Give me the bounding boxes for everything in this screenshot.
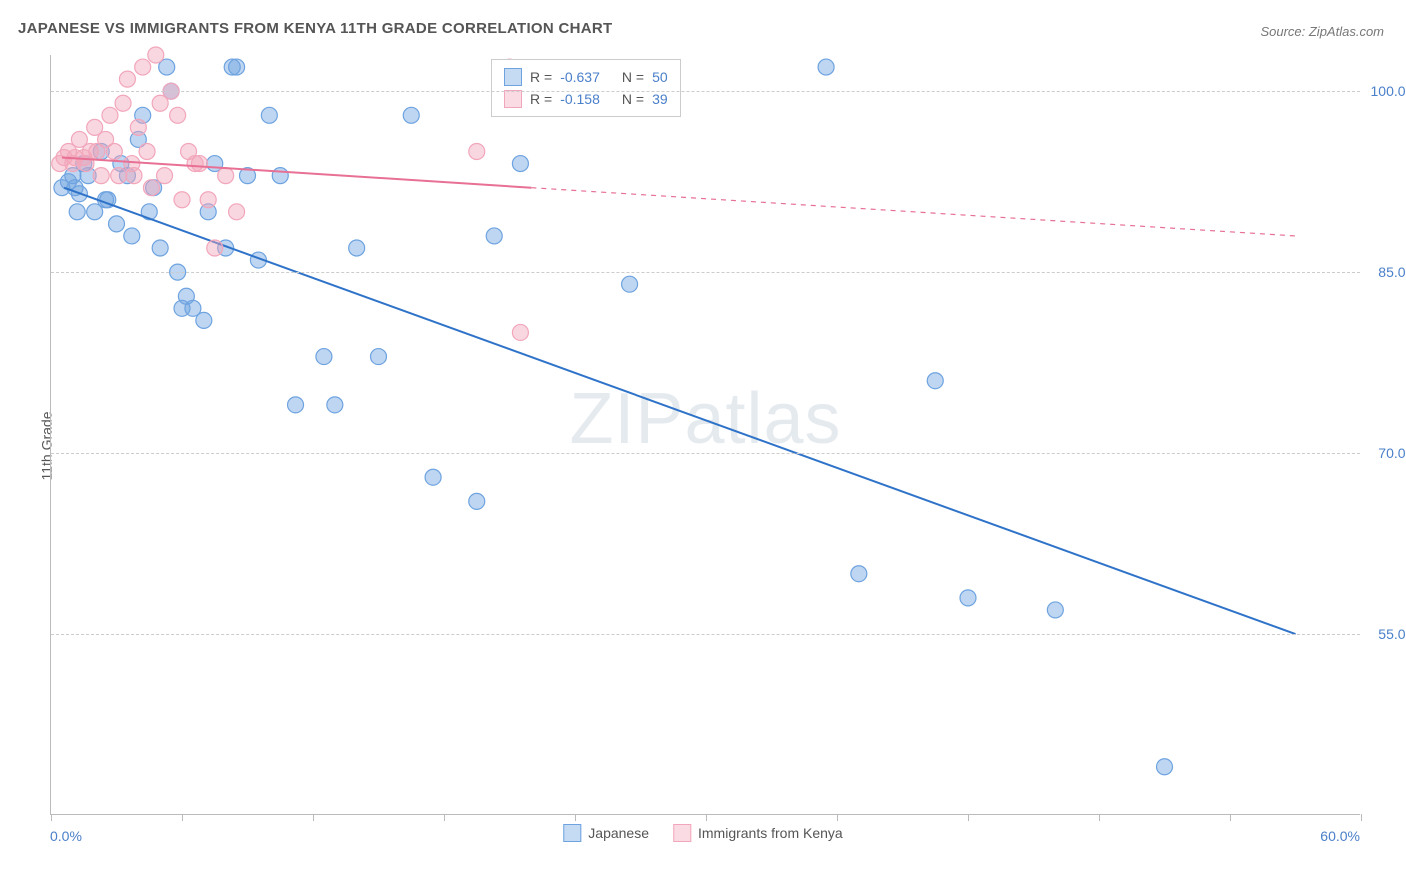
data-point: [93, 168, 109, 184]
data-point: [851, 566, 867, 582]
gridline: [51, 91, 1360, 92]
gridline: [51, 272, 1360, 273]
data-point: [622, 276, 638, 292]
x-tick: [313, 814, 314, 821]
legend-bottom: Japanese Immigrants from Kenya: [563, 824, 842, 842]
x-tick: [706, 814, 707, 821]
data-point: [229, 204, 245, 220]
legend-label: Immigrants from Kenya: [698, 825, 843, 841]
trend-line: [64, 188, 1295, 634]
x-tick: [182, 814, 183, 821]
x-tick: [968, 814, 969, 821]
data-point: [316, 349, 332, 365]
data-point: [135, 59, 151, 75]
legend-swatch: [673, 824, 691, 842]
data-point: [130, 119, 146, 135]
gridline: [51, 453, 1360, 454]
legend-swatch: [504, 90, 522, 108]
x-tick: [575, 814, 576, 821]
data-point: [288, 397, 304, 413]
legend-item: Immigrants from Kenya: [673, 824, 843, 842]
data-point: [157, 168, 173, 184]
data-point: [218, 168, 234, 184]
legend-n-label: N =: [622, 66, 644, 88]
data-point: [119, 71, 135, 87]
chart-title: JAPANESE VS IMMIGRANTS FROM KENYA 11TH G…: [18, 20, 612, 37]
data-point: [512, 156, 528, 172]
y-tick-label: 55.0%: [1378, 626, 1406, 642]
data-point: [486, 228, 502, 244]
data-point: [818, 59, 834, 75]
data-point: [102, 107, 118, 123]
y-tick-label: 70.0%: [1378, 445, 1406, 461]
data-point: [207, 240, 223, 256]
data-point: [115, 95, 131, 111]
x-tick: [51, 814, 52, 821]
y-tick-label: 100.0%: [1371, 83, 1406, 99]
data-point: [349, 240, 365, 256]
data-point: [425, 469, 441, 485]
legend-item: Japanese: [563, 824, 649, 842]
data-point: [261, 107, 277, 123]
data-point: [927, 373, 943, 389]
y-tick-label: 85.0%: [1378, 264, 1406, 280]
data-point: [469, 493, 485, 509]
data-point: [148, 47, 164, 63]
legend-n-value: 50: [652, 66, 668, 88]
x-tick: [1230, 814, 1231, 821]
data-point: [1157, 759, 1173, 775]
gridline: [51, 634, 1360, 635]
data-point: [327, 397, 343, 413]
plot-area: ZIPatlas R = -0.637N = 50R = -0.158N = 3…: [50, 55, 1360, 815]
x-tick: [1099, 814, 1100, 821]
legend-stat-row: R = -0.637 N = 50: [504, 66, 668, 88]
data-point: [272, 168, 288, 184]
legend-stats: R = -0.637N = 50R = -0.158N = 39: [491, 59, 681, 117]
x-tick: [837, 814, 838, 821]
data-point: [960, 590, 976, 606]
legend-r-label: R =: [530, 66, 552, 88]
x-min-label: 0.0%: [50, 828, 82, 844]
data-point: [371, 349, 387, 365]
data-point: [1047, 602, 1063, 618]
data-point: [143, 180, 159, 196]
legend-swatch: [504, 68, 522, 86]
x-tick: [444, 814, 445, 821]
data-point: [403, 107, 419, 123]
legend-r-value: -0.637: [560, 66, 600, 88]
data-point: [124, 228, 140, 244]
data-point: [126, 168, 142, 184]
data-point: [109, 216, 125, 232]
source-label: Source: ZipAtlas.com: [1260, 24, 1384, 39]
chart-svg: [51, 55, 1360, 814]
data-point: [174, 192, 190, 208]
trend-line-dashed: [531, 188, 1295, 236]
data-point: [229, 59, 245, 75]
data-point: [111, 168, 127, 184]
data-point: [469, 144, 485, 160]
data-point: [512, 324, 528, 340]
x-max-label: 60.0%: [1320, 828, 1360, 844]
data-point: [196, 312, 212, 328]
legend-swatch: [563, 824, 581, 842]
data-point: [139, 144, 155, 160]
data-point: [69, 204, 85, 220]
data-point: [170, 107, 186, 123]
x-tick: [1361, 814, 1362, 821]
data-point: [106, 144, 122, 160]
data-point: [152, 240, 168, 256]
legend-label: Japanese: [588, 825, 649, 841]
data-point: [191, 156, 207, 172]
data-point: [200, 192, 216, 208]
